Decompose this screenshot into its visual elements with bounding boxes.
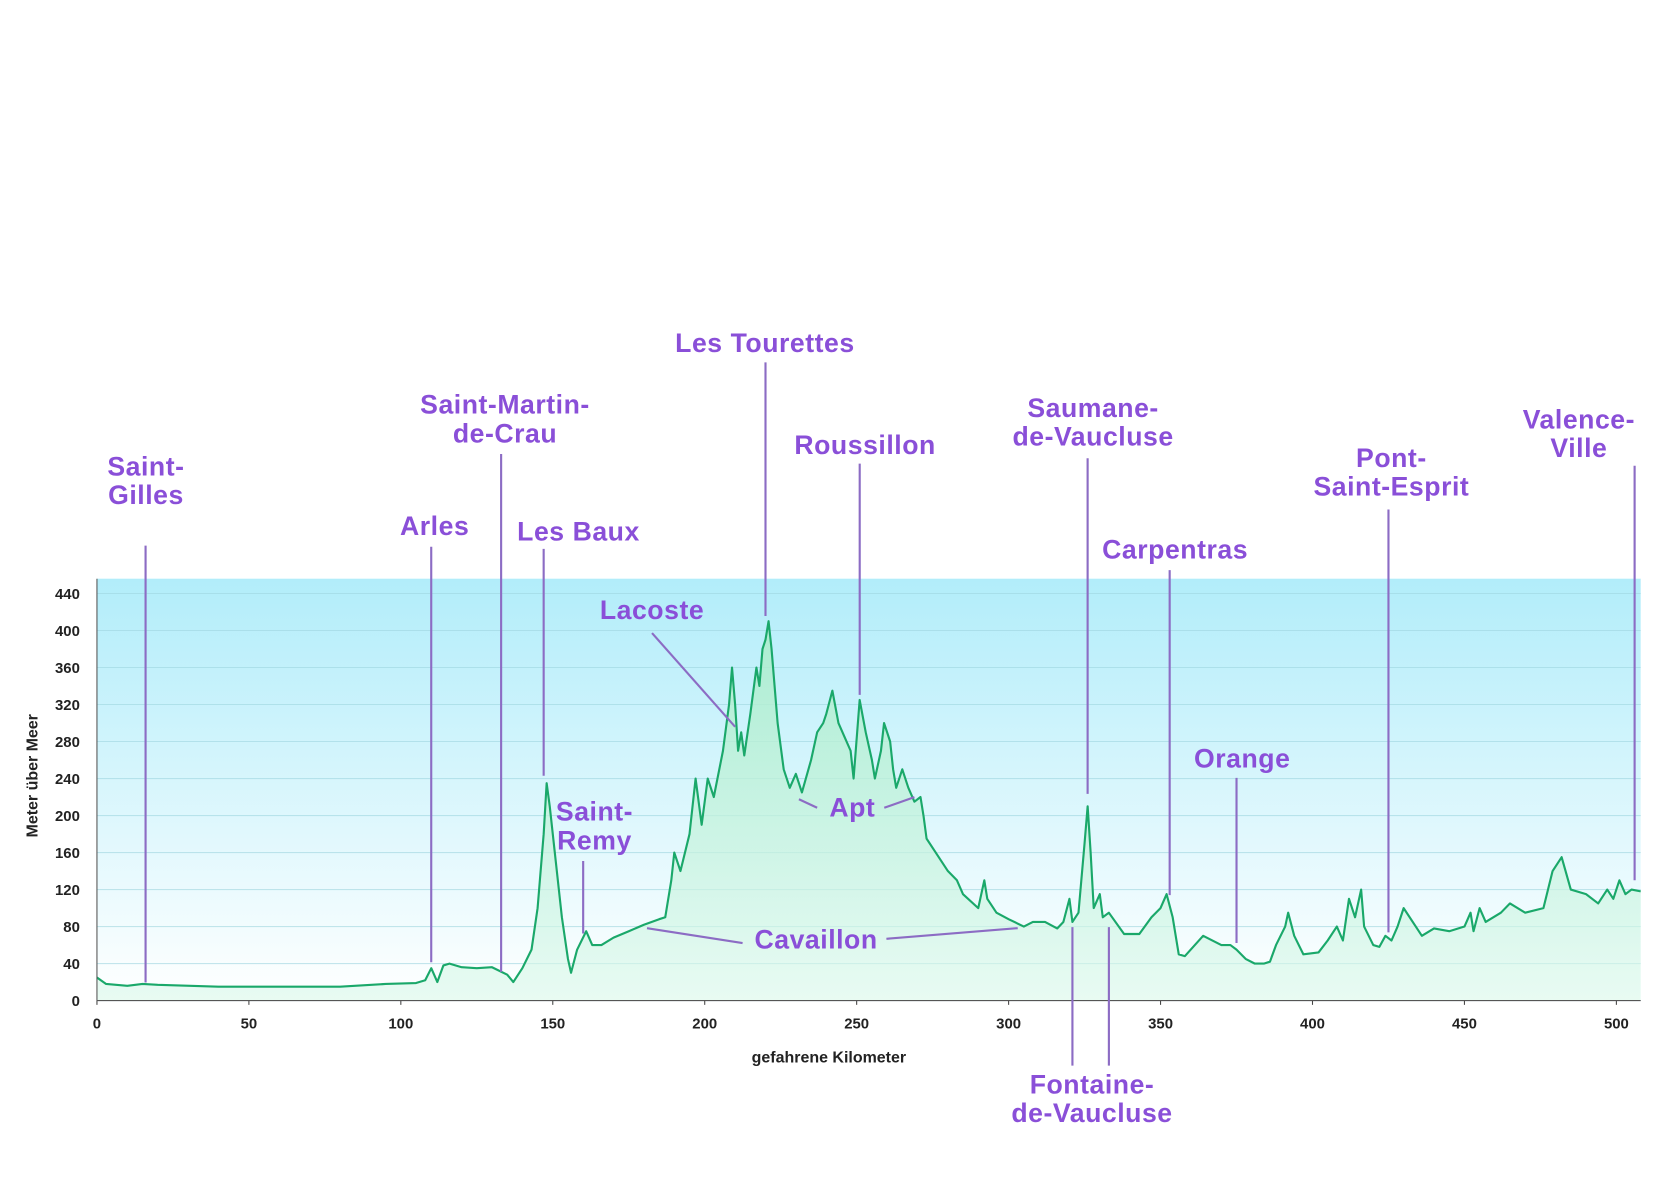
y-tick-label: 400: [55, 624, 80, 640]
annotation-label: Les Tourettes: [675, 328, 855, 358]
y-tick-label: 360: [55, 661, 80, 677]
annotation-label: Roussillon: [794, 430, 935, 460]
annotation-label: Ville: [1550, 433, 1607, 463]
annotation-label: Les Baux: [517, 516, 640, 546]
y-tick-label: 0: [72, 994, 80, 1010]
annotation-pointer: [883, 796, 915, 809]
annotation-label: de-Vaucluse: [1012, 422, 1173, 452]
annotation-label: Gilles: [108, 480, 184, 510]
y-tick-label: 440: [55, 587, 80, 603]
x-tick-label: 150: [540, 1016, 565, 1032]
x-tick-label: 100: [388, 1016, 413, 1032]
x-tick-label: 450: [1452, 1016, 1477, 1032]
y-tick-label: 240: [55, 772, 80, 788]
y-tick-label: 320: [55, 698, 80, 714]
annotation-label: Saint-Esprit: [1313, 472, 1469, 502]
y-tick-label: 160: [55, 846, 80, 862]
y-tick-label: 280: [55, 735, 80, 751]
annotation-label: Saint-: [107, 451, 184, 481]
annotation-pointer: [798, 798, 818, 809]
x-tick-label: 300: [996, 1016, 1021, 1032]
annotation-label: Pont-: [1356, 443, 1427, 473]
x-axis-label: gefahrene Kilometer: [752, 1049, 906, 1066]
annotation-label: de-Crau: [453, 418, 557, 448]
annotation-pointer: [651, 632, 736, 728]
y-tick-label: 200: [55, 809, 80, 825]
annotation-label: Carpentras: [1102, 534, 1248, 564]
annotation-label: Saint-Martin-: [420, 390, 590, 420]
x-tick-label: 250: [844, 1016, 869, 1032]
x-tick-label: 500: [1604, 1016, 1629, 1032]
x-tick-label: 50: [241, 1016, 258, 1032]
annotation-label: Saint-: [556, 797, 633, 827]
annotation-label: Cavaillon: [754, 924, 877, 954]
x-tick-label: 400: [1300, 1016, 1325, 1032]
annotation-label: Remy: [557, 825, 632, 855]
x-tick-label: 350: [1148, 1016, 1173, 1032]
annotation-label: Orange: [1194, 743, 1290, 773]
annotation-label: Saumane-: [1027, 393, 1159, 423]
elevation-line: [96, 620, 1641, 988]
x-tick-label: 200: [692, 1016, 717, 1032]
y-tick-label: 80: [63, 920, 80, 936]
y-axis-label: Meter über Meer: [24, 714, 41, 837]
annotation-pointer: [886, 927, 1018, 940]
y-tick-label: 40: [63, 957, 80, 973]
annotation-label: de-Vaucluse: [1011, 1098, 1172, 1128]
y-tick-label: 120: [55, 883, 80, 899]
annotation-label: Arles: [400, 511, 469, 541]
elevation-area: [96, 621, 1641, 1001]
x-tick-label: 0: [93, 1016, 101, 1032]
annotation-label: Apt: [829, 792, 875, 822]
annotation-label: Lacoste: [600, 595, 704, 625]
annotation-pointer: [646, 927, 743, 945]
annotation-label: Valence-: [1523, 404, 1635, 434]
annotation-label: Fontaine-: [1030, 1069, 1155, 1099]
